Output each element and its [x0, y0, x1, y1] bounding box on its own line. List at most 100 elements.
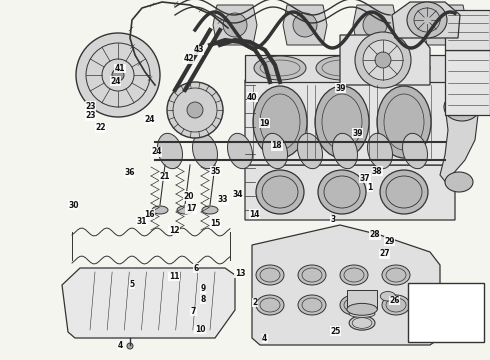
Text: 35: 35 — [210, 166, 221, 176]
Text: 14: 14 — [249, 210, 260, 219]
Text: 30: 30 — [68, 201, 79, 210]
Text: 31: 31 — [137, 217, 147, 226]
Ellipse shape — [167, 82, 223, 138]
Text: 16: 16 — [144, 210, 155, 219]
Ellipse shape — [227, 133, 252, 169]
Ellipse shape — [402, 133, 427, 169]
Text: 39: 39 — [335, 84, 346, 93]
Text: 24: 24 — [110, 77, 121, 86]
Ellipse shape — [349, 311, 375, 318]
Ellipse shape — [363, 13, 387, 37]
Text: 8: 8 — [201, 295, 206, 304]
Ellipse shape — [315, 86, 369, 158]
Ellipse shape — [193, 133, 218, 169]
Ellipse shape — [256, 170, 304, 214]
Ellipse shape — [382, 295, 410, 315]
Ellipse shape — [444, 93, 480, 121]
Text: 42: 42 — [183, 54, 194, 63]
Ellipse shape — [256, 265, 284, 285]
Polygon shape — [340, 35, 430, 85]
Polygon shape — [213, 5, 257, 45]
Ellipse shape — [177, 206, 193, 214]
Ellipse shape — [202, 206, 218, 214]
Text: 40: 40 — [247, 93, 258, 102]
Text: 13: 13 — [235, 269, 245, 278]
Ellipse shape — [382, 265, 410, 285]
Text: 10: 10 — [195, 325, 205, 334]
Text: 33: 33 — [218, 195, 228, 204]
Ellipse shape — [407, 2, 447, 38]
Bar — [408, 283, 484, 342]
Ellipse shape — [187, 102, 203, 118]
Text: 18: 18 — [271, 141, 282, 150]
Text: 39: 39 — [352, 129, 363, 138]
Ellipse shape — [253, 86, 307, 158]
Ellipse shape — [377, 86, 431, 158]
Polygon shape — [445, 50, 490, 115]
Polygon shape — [283, 5, 327, 45]
Ellipse shape — [363, 40, 403, 80]
Ellipse shape — [380, 170, 428, 214]
Text: 29: 29 — [384, 237, 395, 246]
Text: 5: 5 — [130, 280, 135, 289]
Ellipse shape — [333, 133, 358, 169]
Polygon shape — [353, 5, 397, 45]
Text: 4: 4 — [262, 334, 267, 343]
Polygon shape — [445, 10, 490, 50]
Text: 23: 23 — [85, 102, 96, 111]
Ellipse shape — [318, 170, 366, 214]
Text: 7: 7 — [191, 307, 196, 316]
Text: 12: 12 — [169, 226, 179, 235]
Ellipse shape — [316, 56, 368, 80]
Text: 37: 37 — [360, 174, 370, 183]
Ellipse shape — [347, 303, 377, 315]
Polygon shape — [440, 95, 478, 185]
Text: 19: 19 — [259, 119, 270, 128]
Ellipse shape — [112, 69, 124, 81]
Ellipse shape — [152, 206, 168, 214]
Polygon shape — [245, 55, 455, 82]
Ellipse shape — [254, 56, 306, 80]
Ellipse shape — [298, 265, 326, 285]
Polygon shape — [245, 165, 455, 220]
Text: 3: 3 — [331, 215, 336, 224]
Text: 6: 6 — [194, 264, 198, 273]
Text: 28: 28 — [369, 230, 380, 239]
Text: 2: 2 — [252, 298, 257, 307]
Ellipse shape — [340, 265, 368, 285]
Ellipse shape — [157, 133, 182, 169]
Ellipse shape — [76, 33, 160, 117]
Text: 1: 1 — [368, 183, 372, 192]
Text: 9: 9 — [201, 284, 206, 293]
Text: 41: 41 — [115, 64, 125, 73]
Ellipse shape — [349, 304, 375, 311]
Ellipse shape — [380, 292, 395, 301]
Ellipse shape — [297, 133, 322, 169]
Ellipse shape — [256, 295, 284, 315]
Ellipse shape — [223, 13, 247, 37]
Ellipse shape — [433, 13, 457, 37]
Ellipse shape — [368, 133, 392, 169]
Text: 20: 20 — [183, 192, 194, 201]
Text: 25: 25 — [330, 327, 341, 336]
Text: 24: 24 — [144, 115, 155, 124]
Text: 26: 26 — [389, 296, 400, 305]
Ellipse shape — [349, 316, 375, 330]
Polygon shape — [245, 80, 455, 165]
Ellipse shape — [349, 298, 375, 304]
Polygon shape — [347, 290, 377, 309]
Text: 24: 24 — [151, 148, 162, 157]
Ellipse shape — [263, 133, 288, 169]
Text: 34: 34 — [232, 190, 243, 199]
Text: 43: 43 — [193, 45, 204, 54]
Text: 17: 17 — [186, 204, 196, 213]
Ellipse shape — [340, 295, 368, 315]
Text: 15: 15 — [210, 220, 221, 229]
Ellipse shape — [127, 343, 133, 349]
Ellipse shape — [375, 52, 391, 68]
Text: 21: 21 — [159, 172, 170, 181]
Text: 4: 4 — [118, 341, 122, 350]
Text: 22: 22 — [95, 123, 106, 132]
Ellipse shape — [293, 13, 317, 37]
Ellipse shape — [378, 56, 430, 80]
